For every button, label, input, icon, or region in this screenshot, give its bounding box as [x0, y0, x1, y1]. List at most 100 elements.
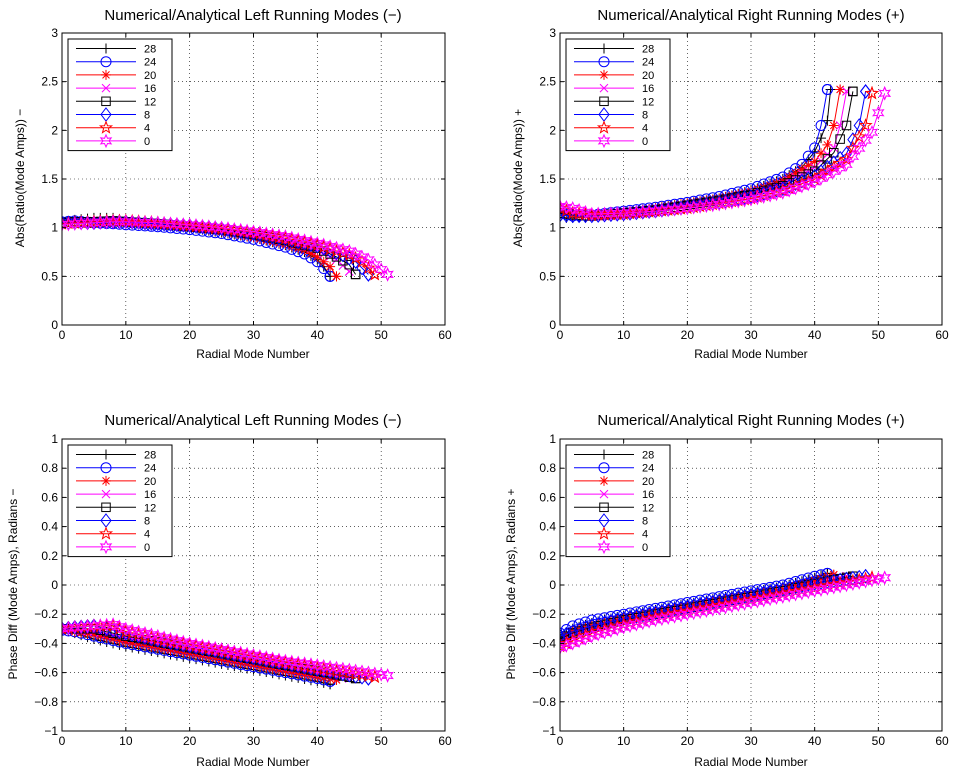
y-axis-label: Phase Diff (Mode Amps), Radians − — [6, 489, 20, 680]
series-marker-0 — [362, 252, 375, 268]
series-marker-20 — [669, 200, 680, 211]
series-marker-0 — [751, 594, 764, 609]
series-marker-0 — [700, 603, 713, 618]
y-tick-label: 0.4 — [539, 520, 556, 534]
series-marker-4 — [839, 152, 854, 166]
series-marker-0 — [712, 601, 726, 616]
series-marker-0 — [560, 640, 567, 656]
series-marker-0 — [827, 580, 841, 595]
y-tick-label: −1 — [542, 724, 556, 738]
series-marker-12 — [829, 147, 839, 158]
y-tick-label: −0.8 — [34, 695, 58, 709]
y-tick-label: 1.5 — [539, 172, 556, 186]
y-axis-label: Abs(Ratio(Mode Amps)) + — [511, 109, 525, 247]
series-marker-20 — [69, 626, 80, 637]
series-marker-8 — [643, 606, 655, 622]
series-marker-0 — [770, 590, 783, 606]
x-tick-label: 50 — [374, 734, 388, 748]
series-marker-20 — [752, 184, 763, 195]
x-tick-label: 40 — [311, 734, 325, 748]
series-marker-20 — [318, 256, 329, 267]
series-marker-20 — [133, 639, 144, 650]
series-marker-0 — [757, 592, 770, 608]
series-marker-0 — [687, 605, 700, 621]
series-marker-8 — [859, 84, 872, 99]
series-marker-4 — [182, 637, 197, 651]
series-marker-0 — [802, 584, 815, 600]
series-marker-8 — [764, 184, 776, 200]
legend-marker-16 — [101, 489, 111, 499]
series-marker-0 — [770, 186, 783, 202]
series-group — [560, 567, 891, 656]
legend-label-8: 8 — [144, 110, 150, 122]
legend-marker-4 — [596, 120, 612, 134]
subplot-bottom-left: Numerical/Analytical Left Running Modes … — [6, 412, 452, 769]
x-axis-label: Radial Mode Number — [196, 347, 309, 361]
series-marker-0 — [814, 582, 828, 597]
legend-marker-16 — [599, 489, 609, 499]
legend-label-8: 8 — [144, 516, 150, 528]
series-marker-0 — [317, 237, 330, 253]
series-marker-24 — [815, 119, 827, 131]
y-tick-label: 0.6 — [539, 490, 556, 504]
series-marker-24 — [809, 142, 821, 154]
x-tick-label: 50 — [872, 328, 886, 342]
y-tick-label: −0.4 — [34, 636, 58, 650]
series-marker-0 — [617, 620, 630, 635]
series-marker-0 — [763, 591, 777, 607]
series-marker-20 — [325, 261, 336, 272]
series-marker-20 — [828, 120, 839, 131]
y-tick-label: 0 — [51, 578, 58, 592]
legend-marker-12 — [101, 502, 111, 513]
legend-marker-28 — [101, 449, 111, 460]
series-marker-0 — [840, 577, 853, 593]
legend-marker-12 — [599, 502, 609, 513]
x-tick-label: 20 — [183, 734, 197, 748]
x-tick-label: 0 — [59, 328, 66, 342]
x-axis-label: Radial Mode Number — [694, 347, 807, 361]
y-tick-label: −0.6 — [532, 666, 556, 680]
series-marker-0 — [368, 257, 382, 272]
series-marker-12 — [784, 178, 794, 188]
series-marker-0 — [738, 193, 751, 208]
series-marker-20 — [108, 214, 119, 225]
series-marker-0 — [878, 86, 891, 101]
series-marker-0 — [827, 164, 841, 179]
legend-box — [565, 38, 671, 152]
series-marker-0 — [636, 615, 650, 631]
series-marker-0 — [872, 105, 885, 121]
series-marker-4 — [284, 232, 299, 246]
series-marker-4 — [864, 85, 880, 100]
series-marker-4 — [278, 230, 293, 245]
series-marker-4 — [271, 229, 287, 244]
series-marker-0 — [330, 240, 343, 256]
series-marker-24 — [560, 627, 566, 639]
series-marker-0 — [814, 171, 828, 186]
series-marker-0 — [859, 574, 872, 589]
series-marker-28 — [822, 115, 833, 126]
series-marker-20 — [222, 227, 233, 238]
series-marker-0 — [846, 576, 860, 592]
chart-title: Numerical/Analytical Right Running Modes… — [597, 7, 904, 24]
series-marker-8 — [630, 608, 643, 624]
y-tick-label: 0 — [549, 578, 556, 592]
series-marker-20 — [790, 168, 801, 179]
x-tick-label: 60 — [438, 734, 452, 748]
legend-label-28: 28 — [144, 44, 156, 56]
y-tick-label: 2 — [51, 123, 58, 137]
series-marker-0 — [106, 617, 120, 632]
series-marker-0 — [795, 585, 809, 601]
x-tick-label: 60 — [438, 328, 452, 342]
series-marker-20 — [796, 164, 807, 175]
series-marker-0 — [611, 621, 624, 637]
y-tick-label: −0.6 — [34, 666, 58, 680]
series-marker-0 — [795, 178, 809, 194]
x-axis-label: Radial Mode Number — [196, 755, 309, 769]
series-marker-8 — [586, 618, 598, 634]
legend-label-24: 24 — [144, 463, 156, 475]
series-marker-4 — [291, 233, 306, 248]
series-marker-8 — [560, 628, 566, 644]
legend-label-12: 12 — [642, 96, 654, 108]
series-marker-16 — [835, 121, 845, 130]
series-marker-0 — [591, 627, 605, 642]
